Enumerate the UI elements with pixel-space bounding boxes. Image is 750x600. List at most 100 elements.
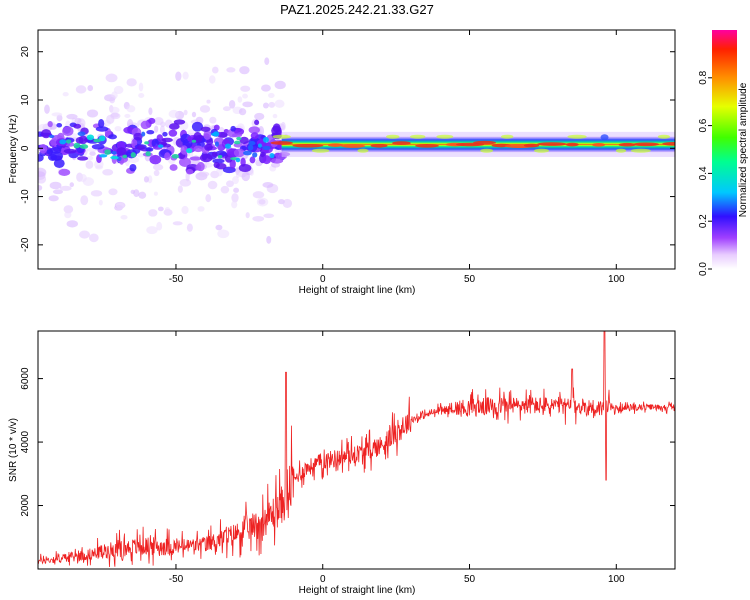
spectrogram-noise-blob [105, 73, 118, 83]
spectrogram-noise-blob [197, 206, 205, 212]
spectrogram-marks [38, 57, 675, 244]
spectrogram-noise-blob [85, 160, 94, 169]
spectrogram-hot-spot [224, 143, 232, 149]
spectrogram-energy-blob [254, 119, 260, 126]
figure-title: PAZ1.2025.242.21.33.G27 [280, 2, 434, 17]
spectrogram-noise-blob [168, 109, 179, 118]
spectrogram-noise-blob [156, 221, 163, 231]
spectrogram-noise-blob [64, 211, 72, 219]
spectrogram-noise-blob [274, 99, 285, 108]
spectrogram-energy-blob [215, 150, 228, 158]
spectrogram-hot-spot [214, 141, 219, 147]
spectrogram-noise-blob [115, 202, 125, 210]
spectrogram-y-tick-label: 20 [20, 46, 31, 58]
spectrogram-y-axis-label: Frequency (Hz) [8, 115, 19, 184]
spectrogram-hot-spot [186, 148, 193, 154]
spectrogram-noise-blob [235, 166, 240, 176]
spectrogram-energy-blob [133, 132, 143, 141]
spectrogram-energy-blob [151, 138, 159, 148]
snr-y-ticks: 2000 4000 6000 [20, 367, 675, 517]
spectrogram-noise-blob [126, 78, 137, 87]
spectrogram-energy-blob [63, 148, 77, 154]
spectrogram-ridge-edge [480, 148, 494, 153]
spectrogram-energy-blob [53, 158, 65, 168]
spectrogram-ridge-peak [618, 142, 636, 147]
spectrogram-energy-blob [206, 138, 214, 146]
spectrogram-ridge-edge [567, 134, 587, 139]
spectrogram-hot-spot [111, 151, 117, 155]
spectrogram-energy-blob [41, 129, 52, 139]
spectrogram-x-axis-label: Height of straight line (km) [299, 285, 416, 296]
spectrogram-hot-spot [144, 141, 150, 145]
spectrogram-panel: -50 0 50 100 -20 -10 0 10 20 Height of straight… [8, 29, 676, 296]
spectrogram-y-tick-label: -20 [20, 237, 31, 252]
spectrogram-energy-blob [189, 156, 202, 161]
spectrogram-noise-blob [252, 191, 265, 199]
snr-x-tick-label: 100 [608, 574, 625, 585]
spectrogram-noise-blob [163, 209, 173, 216]
spectrogram-noise-blob [124, 113, 131, 119]
colorbar-ticks: 0.0 0.2 0.4 0.6 0.8 [698, 70, 712, 276]
spectrogram-ridge-edge [501, 134, 514, 139]
spectrogram-energy-blob [77, 156, 89, 161]
spectrogram-noise-blob [282, 198, 293, 209]
spectrogram-noise-blob [63, 205, 74, 214]
spectrogram-noise-blob [102, 169, 114, 176]
spectrogram-noise-blob [110, 112, 119, 118]
spectrogram-hot-spot [79, 144, 89, 150]
spectrogram-energy-blob [191, 121, 204, 132]
spectrogram-noise-blob [226, 67, 236, 73]
spectrogram-energy-blob [249, 156, 256, 164]
spectrogram-energy-blob [156, 134, 163, 142]
spectrogram-energy-blob [238, 163, 252, 173]
spectrogram-noise-blob [62, 91, 69, 97]
spectrogram-hot-spot [86, 134, 95, 141]
spectrogram-noise-blob [75, 85, 87, 94]
spectrogram-ridge-edge [615, 148, 627, 153]
colorbar: 0.0 0.2 0.4 0.6 0.8 Normalized spectral ampl… [698, 30, 749, 276]
spectrogram-noise-blob [252, 215, 265, 222]
spectrogram-ridge-edge [410, 134, 426, 139]
spectrogram-energy-blob [195, 164, 202, 171]
spectrogram-noise-blob [182, 71, 189, 80]
spectrogram-noise-blob [88, 233, 99, 243]
spectrogram-noise-blob [86, 109, 99, 118]
spectrogram-noise-blob [270, 162, 281, 168]
spectrogram-hot-spot [252, 152, 258, 158]
spectrogram-energy-blob [262, 155, 272, 165]
colorbar-label: Normalized spectral amplitude [738, 82, 749, 217]
spectrogram-energy-blob [49, 146, 62, 154]
snr-series-line [38, 331, 675, 568]
spectrogram-hot-spot [104, 149, 111, 155]
snr-y-tick-label: 2000 [20, 494, 31, 517]
spectrogram-hot-spot [93, 138, 101, 143]
spectrogram-ridge-peak [292, 143, 324, 148]
spectrogram-noise-blob [242, 101, 253, 108]
spectrogram-noise-blob [231, 193, 239, 203]
spectrogram-energy-blob [272, 123, 281, 133]
spectrogram-noise-blob [262, 182, 274, 188]
spectrogram-ridge-peak [392, 141, 411, 145]
spectrogram-noise-blob [126, 105, 136, 113]
spectrogram-x-tick-label: 100 [608, 274, 625, 285]
snr-x-axis-label: Height of straight line (km) [299, 585, 416, 596]
spectrogram-noise-blob [233, 187, 240, 193]
spectrogram-energy-blob [56, 122, 63, 128]
spectrogram-noise-blob [109, 96, 116, 104]
spectrogram-hot-spot [247, 144, 254, 151]
spectrogram-noise-blob [114, 125, 122, 132]
spectrogram-energy-blob [38, 154, 44, 162]
spectrogram-energy-blob [136, 145, 145, 151]
snr-x-tick-label: 50 [464, 574, 476, 585]
spectrogram-noise-blob [138, 82, 144, 92]
spectrogram-hot-spot [191, 139, 197, 143]
spectrogram-energy-blob [233, 148, 245, 158]
spectrogram-noise-blob [79, 173, 87, 183]
spectrogram-noise-blob [44, 104, 50, 114]
spectrogram-hot-spot [233, 140, 241, 145]
spectrogram-hot-spot [110, 155, 119, 160]
spectrogram-noise-blob [153, 169, 160, 177]
spectrogram-hot-spot [145, 151, 151, 157]
spectrogram-energy-blob [47, 121, 53, 128]
